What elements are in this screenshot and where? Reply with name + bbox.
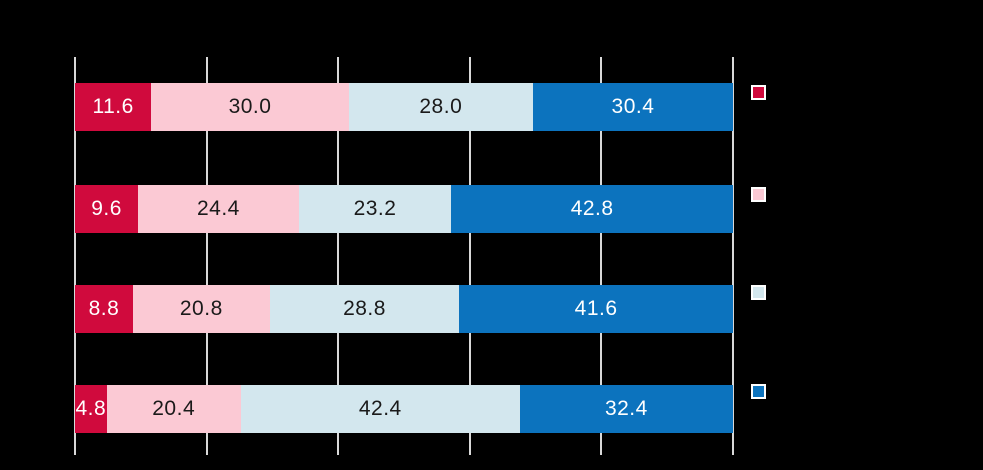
bar-segment-light-blue: 28.0 [348, 83, 533, 131]
bar-value-label: 28.8 [343, 297, 386, 320]
bar-segment-pink: 24.4 [138, 185, 299, 233]
bar-value-label: 23.2 [353, 197, 397, 220]
bar-row-4: 4.8 20.4 42.4 32.4 [75, 385, 733, 433]
bar-value-label: 42.8 [570, 197, 614, 220]
bar-value-label: 9.6 [91, 197, 122, 220]
bar-value-label: 32.4 [604, 397, 648, 420]
bar-value-label: 42.4 [358, 397, 402, 420]
bar-row-1: 11.6 30.0 28.0 30.4 [75, 83, 733, 131]
gridline-x-100 [732, 57, 734, 455]
legend [751, 0, 983, 470]
bar-segment-red: 4.8 [75, 385, 107, 433]
gridline-x-40 [337, 57, 340, 455]
bar-row-3: 8.8 20.8 28.8 41.6 [75, 285, 733, 333]
bar-segment-pink: 20.8 [132, 285, 270, 333]
bar-value-label: 41.6 [574, 297, 618, 320]
bar-value-label: 20.8 [179, 297, 223, 320]
bar-value-label: 8.8 [88, 297, 120, 320]
bar-segment-pink: 20.4 [106, 385, 241, 433]
bar-value-label: 30.4 [611, 95, 655, 118]
bar-row-2: 9.6 24.4 23.2 42.8 [75, 185, 733, 233]
bar-value-label: 4.8 [75, 397, 107, 420]
bar-value-label: 11.6 [92, 95, 134, 118]
gridline-x-60 [468, 57, 471, 455]
bar-segment-light-blue: 23.2 [298, 185, 452, 233]
bar-segment-red: 9.6 [75, 185, 139, 233]
bar-segment-red: 11.6 [75, 83, 152, 131]
legend-swatch-pink [751, 187, 766, 202]
gridline-x-80 [600, 57, 603, 455]
bar-segment-blue: 41.6 [459, 285, 733, 333]
gridline-x-20 [205, 57, 208, 455]
gridline-x-0 [74, 57, 76, 455]
bar-value-label: 20.4 [152, 397, 196, 420]
legend-swatch-light-blue [751, 285, 766, 300]
legend-swatch-blue [751, 384, 766, 399]
bar-segment-blue: 32.4 [519, 385, 733, 433]
bar-segment-light-blue: 28.8 [269, 285, 460, 333]
bar-segment-pink: 30.0 [151, 83, 349, 131]
bar-segment-light-blue: 42.4 [240, 385, 520, 433]
bar-value-label: 30.0 [228, 95, 272, 118]
bar-value-label: 28.0 [419, 95, 463, 118]
legend-swatch-red [751, 85, 766, 100]
bar-value-label: 24.4 [196, 197, 240, 220]
bar-segment-blue: 42.8 [451, 185, 733, 233]
bar-segment-blue: 30.4 [532, 83, 733, 131]
bar-segment-red: 8.8 [75, 285, 133, 333]
